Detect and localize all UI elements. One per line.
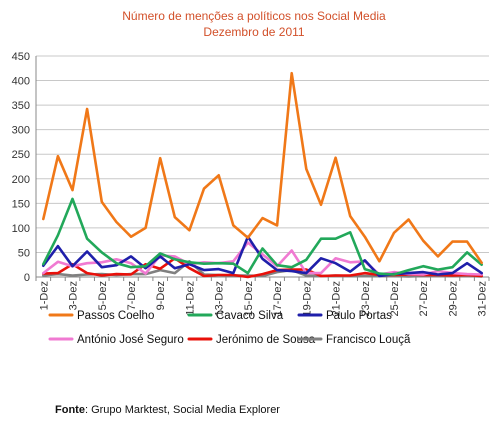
gridlines	[36, 55, 489, 253]
x-tick-label: 13-Dez	[214, 281, 226, 316]
x-tick-label: 21-Dez	[331, 281, 343, 316]
y-tick-label: 400	[12, 76, 30, 88]
legend-label: Passos Coelho	[77, 310, 154, 322]
x-tick-label: 7-Dez	[126, 281, 138, 310]
x-axis-ticks: 1-Dez 3-Dez 5-Dez 7-Dez 9-Dez 11-Dez 13-Dez 15-…	[35, 277, 490, 316]
x-tick-label: 1-Dez	[38, 281, 50, 310]
x-tick-label: 3-Dez	[68, 281, 80, 310]
x-tick-label: 15-Dez	[243, 281, 255, 316]
y-tick-label: 150	[12, 198, 30, 210]
y-tick-label: 50	[18, 247, 30, 259]
y-tick-label: 350	[12, 100, 30, 112]
x-tick-label: 29-Dez	[447, 281, 459, 316]
series-lines	[41, 71, 484, 279]
legend-label: Francisco Louçã	[326, 334, 411, 346]
x-tick-label: 27-Dez	[418, 281, 430, 316]
axes	[35, 56, 489, 278]
y-axis-ticks: 0 50 100 150 200 250 300 350 400 450	[12, 51, 30, 284]
x-tick-label: 23-Dez	[360, 281, 372, 316]
y-tick-label: 200	[12, 174, 30, 186]
x-tick-label: 9-Dez	[155, 281, 167, 310]
legend-label: Jerónimo de Sousa	[216, 334, 316, 346]
x-tick-label: 31-Dez	[477, 281, 489, 316]
source-text: : Grupo Marktest, Social Media Explorer	[84, 404, 280, 416]
x-tick-label: 17-Dez	[272, 281, 284, 316]
series-line-paulo-portas	[41, 235, 484, 278]
legend-label: Cavaco Silva	[216, 310, 284, 322]
y-tick-label: 250	[12, 149, 30, 161]
chart-subtitle: Dezembro de 2011	[203, 25, 305, 39]
x-tick-label: 19-Dez	[301, 281, 313, 316]
y-tick-label: 300	[12, 125, 30, 137]
series-line-passos-coelho	[41, 71, 484, 265]
y-tick-label: 100	[12, 223, 30, 235]
source-note: Fonte: Grupo Marktest, Social Media Expl…	[55, 404, 280, 416]
legend-label: António José Seguro	[77, 334, 184, 346]
x-tick-label: 11-Dez	[184, 281, 196, 316]
series-line-cavaco-silva	[41, 197, 484, 276]
source-label: Fonte	[55, 404, 85, 416]
x-tick-label: 5-Dez	[97, 281, 109, 310]
legend-label: Paulo Portas	[326, 310, 392, 322]
legend: Passos Coelho Cavaco Silva Paulo Portas Ant…	[48, 310, 411, 346]
x-tick-label: 25-Dez	[389, 281, 401, 316]
y-tick-label: 450	[12, 51, 30, 63]
y-tick-label: 0	[24, 272, 30, 284]
chart-title: Número de menções a políticos nos Social…	[122, 9, 386, 23]
